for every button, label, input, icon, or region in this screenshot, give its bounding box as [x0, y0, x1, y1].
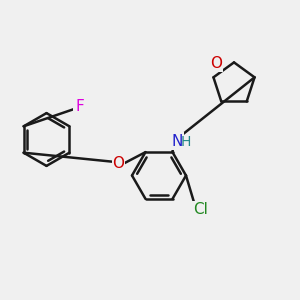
Text: H: H	[180, 136, 190, 149]
Text: N: N	[171, 134, 183, 148]
FancyBboxPatch shape	[170, 132, 184, 150]
Text: O: O	[210, 56, 222, 70]
FancyBboxPatch shape	[209, 54, 223, 72]
Text: F: F	[75, 99, 84, 114]
FancyBboxPatch shape	[188, 201, 214, 219]
Text: Cl: Cl	[194, 202, 208, 217]
FancyBboxPatch shape	[73, 98, 86, 115]
FancyBboxPatch shape	[112, 155, 125, 172]
Text: O: O	[112, 156, 124, 171]
